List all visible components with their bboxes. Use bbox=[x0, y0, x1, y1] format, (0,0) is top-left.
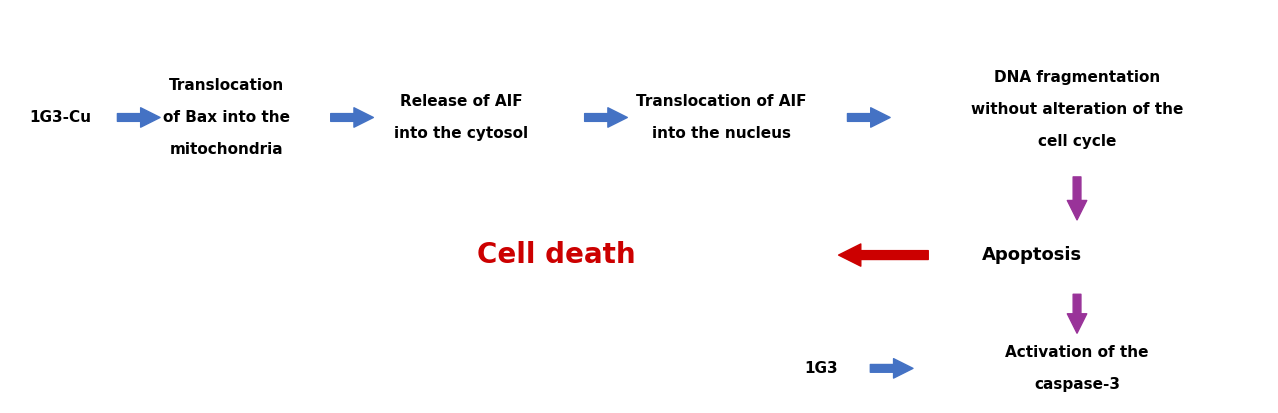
Text: without alteration of the: without alteration of the bbox=[971, 102, 1183, 117]
Text: into the nucleus: into the nucleus bbox=[652, 126, 791, 141]
Text: Apoptosis: Apoptosis bbox=[982, 246, 1082, 264]
Text: of Bax into the: of Bax into the bbox=[162, 110, 290, 125]
Text: 1G3: 1G3 bbox=[804, 361, 837, 376]
Text: caspase-3: caspase-3 bbox=[1034, 377, 1120, 392]
Text: into the cytosol: into the cytosol bbox=[394, 126, 528, 141]
Text: Translocation of AIF: Translocation of AIF bbox=[636, 94, 806, 109]
Text: mitochondria: mitochondria bbox=[170, 142, 284, 157]
Text: Translocation: Translocation bbox=[169, 78, 284, 93]
Text: 1G3-Cu: 1G3-Cu bbox=[29, 110, 92, 125]
Text: Activation of the: Activation of the bbox=[1006, 345, 1149, 360]
Text: cell cycle: cell cycle bbox=[1038, 134, 1116, 149]
Text: Cell death: Cell death bbox=[477, 241, 635, 269]
Text: DNA fragmentation: DNA fragmentation bbox=[994, 69, 1160, 85]
Text: Release of AIF: Release of AIF bbox=[400, 94, 523, 109]
